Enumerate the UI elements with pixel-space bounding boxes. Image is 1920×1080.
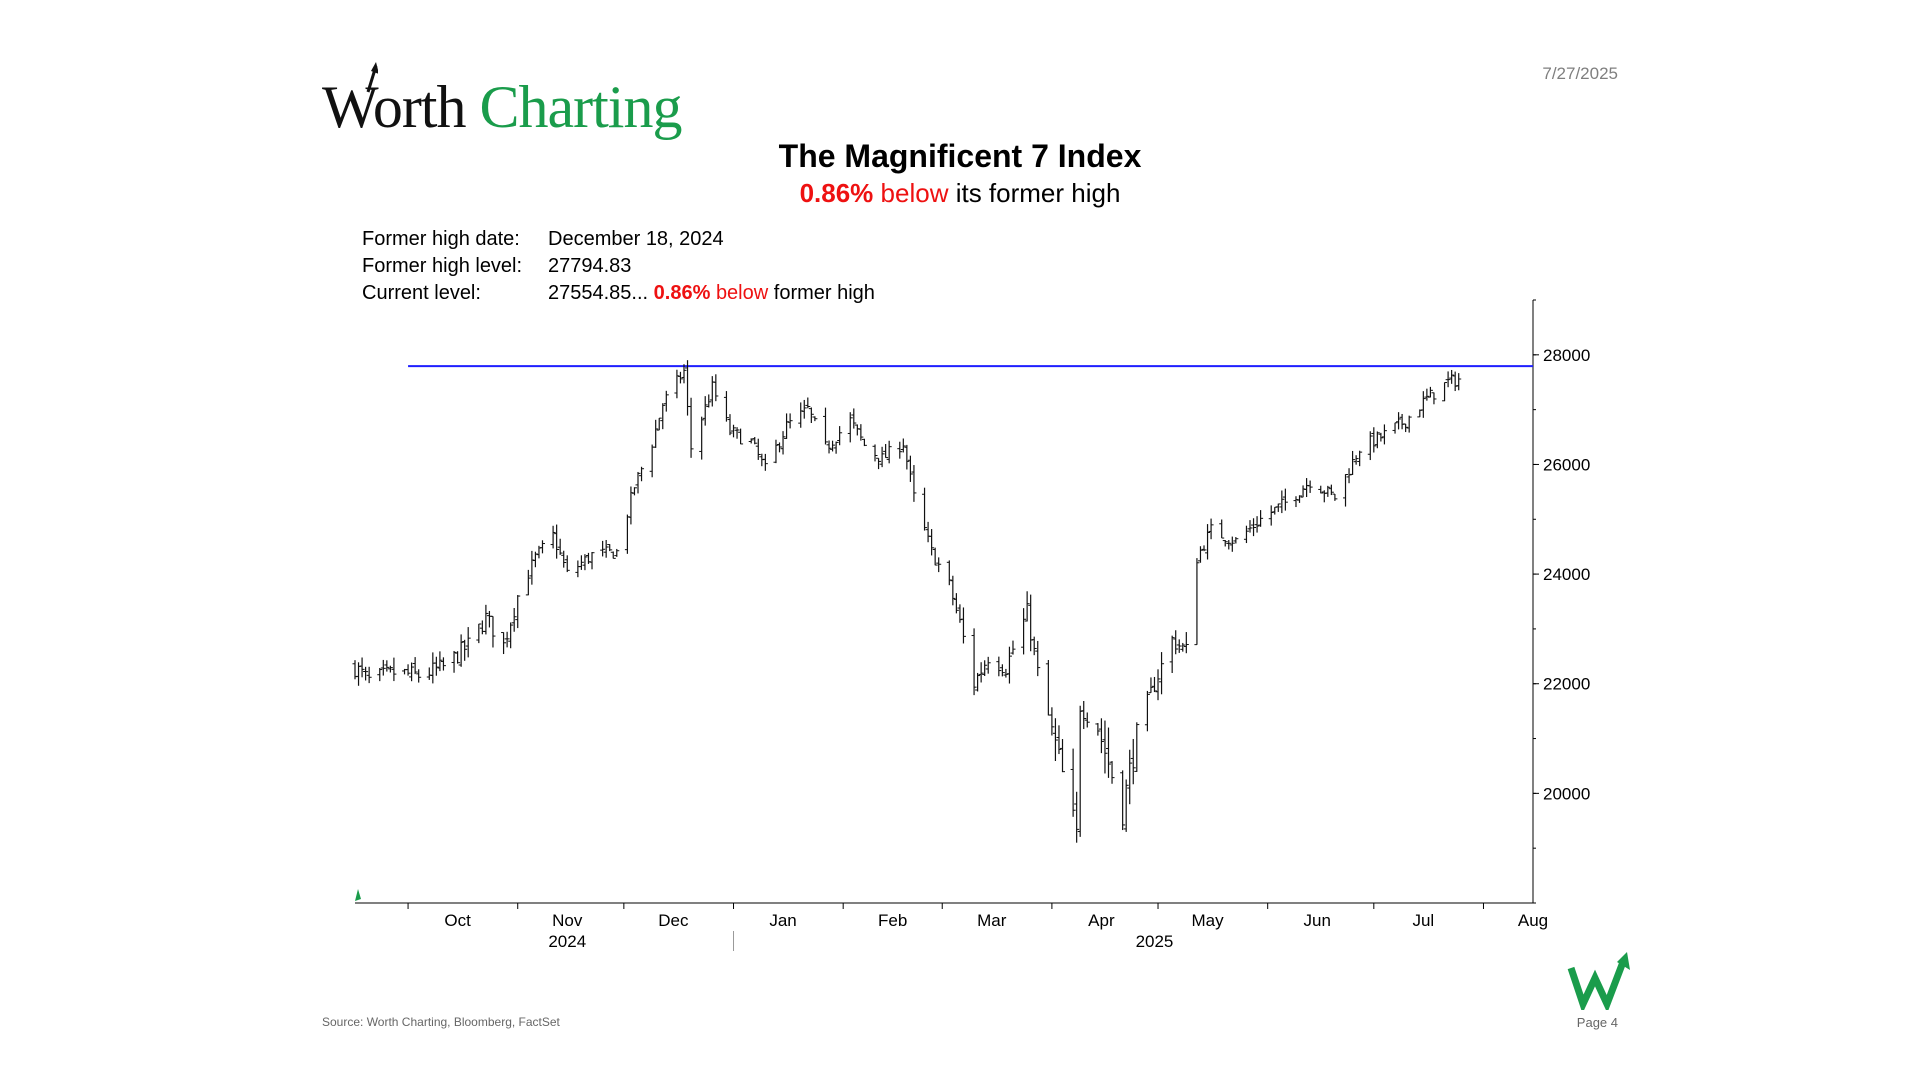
source-note: Source: Worth Charting, Bloomberg, FactS… <box>322 1015 560 1029</box>
former-high-date-label: Former high date: <box>362 228 520 250</box>
report-date: 7/27/2025 <box>1542 64 1618 83</box>
chart-title: The Magnificent 7 Index <box>778 138 1142 174</box>
current-pct: 0.86% <box>653 282 711 304</box>
y-tick-label: 20000 <box>1543 784 1590 803</box>
start-marker-icon <box>355 889 361 901</box>
former-high-date-value: December 18, 2024 <box>548 228 724 250</box>
info-row-current-level: Current level: 27554.85... 0.86% below f… <box>362 280 875 307</box>
info-block: Former high date: December 18, 2024 Form… <box>362 226 875 307</box>
logo-word-worth: Worth <box>322 74 466 140</box>
page-number: Page 4 <box>1576 1015 1618 1030</box>
subtitle-pct: 0.86% <box>799 178 874 208</box>
x-tick-label: Aug <box>1518 911 1548 930</box>
w-logo-icon <box>1567 952 1630 1010</box>
current-rest: former high <box>773 282 875 304</box>
current-level-text: 27554.85... 0.86% below former high <box>548 280 875 307</box>
x-tick-label: Mar <box>977 911 1007 930</box>
y-tick-label: 24000 <box>1543 565 1590 584</box>
info-row-former-high-level: Former high level: 27794.83 <box>362 253 875 280</box>
subtitle-below: below <box>880 178 949 208</box>
former-high-level-value: 27794.83 <box>548 255 632 277</box>
x-tick-label: Jan <box>769 911 796 930</box>
y-tick-label: 22000 <box>1543 675 1590 694</box>
y-tick-label: 28000 <box>1543 346 1590 365</box>
subtitle-rest: its former high <box>955 178 1121 208</box>
chart-subtitle: 0.86% below its former high <box>0 178 1920 209</box>
x-year-label: 2025 <box>1136 932 1174 951</box>
x-tick-label: Oct <box>444 911 471 930</box>
logo-arrow-icon <box>366 62 378 93</box>
x-year-label: 2024 <box>548 932 586 951</box>
y-tick-label: 26000 <box>1543 455 1590 474</box>
info-row-former-high-date: Former high date: December 18, 2024 <box>362 226 875 253</box>
brand-logo: Worth Charting <box>322 62 682 142</box>
current-level-value: 27554.85... <box>548 282 649 304</box>
logo-word-charting: Charting <box>479 74 682 140</box>
current-level-label: Current level: <box>362 282 481 304</box>
x-tick-label: Nov <box>552 911 583 930</box>
x-tick-label: Dec <box>658 911 689 930</box>
former-high-level-label: Former high level: <box>362 255 523 277</box>
x-tick-label: Apr <box>1088 911 1115 930</box>
x-tick-label: Jun <box>1303 911 1330 930</box>
x-tick-label: Feb <box>878 911 907 930</box>
x-tick-label: Jul <box>1412 911 1434 930</box>
current-below: below <box>715 282 769 304</box>
x-tick-label: May <box>1191 911 1224 930</box>
